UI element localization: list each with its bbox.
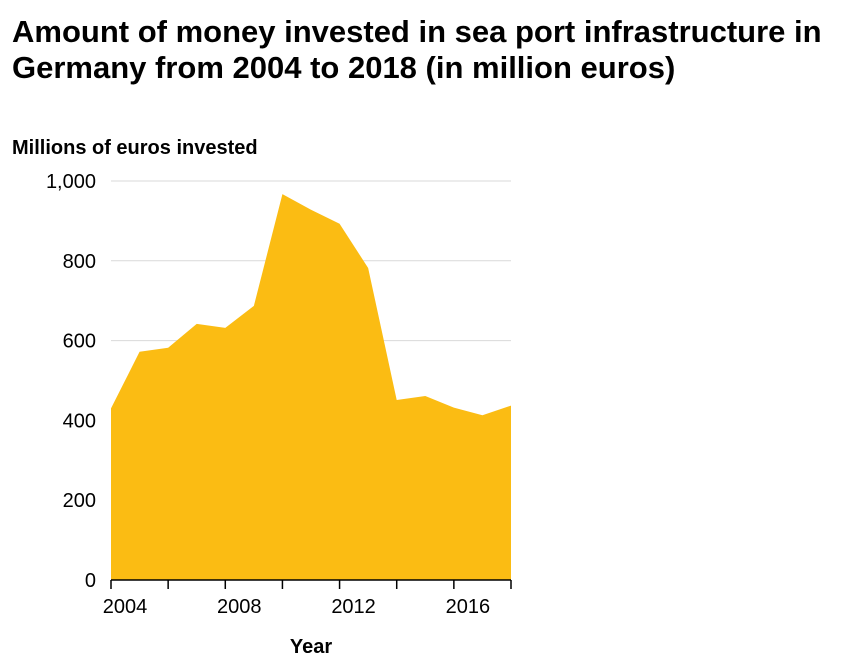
y-tick-label: 1,000 — [46, 171, 96, 193]
y-axis-ticks: 0 200 400 600 800 1,000 — [46, 171, 96, 592]
chart-title: Amount of money invested in sea port inf… — [12, 14, 822, 85]
area-fill — [111, 194, 511, 581]
y-tick-label: 0 — [85, 570, 96, 592]
y-tick-label: 200 — [63, 490, 96, 512]
x-axis-ticks: 2004 2008 2012 2016 — [103, 596, 490, 618]
x-axis — [110, 579, 512, 589]
y-tick-label: 800 — [63, 251, 96, 273]
x-axis-label: Year — [290, 636, 332, 658]
area-series — [111, 194, 511, 581]
y-tick-label: 600 — [63, 331, 96, 353]
y-axis-label: Millions of euros invested — [12, 137, 258, 159]
x-tick-label: 2004 — [103, 596, 148, 618]
x-tick-label: 2012 — [331, 596, 376, 618]
x-tick-label: 2016 — [446, 596, 491, 618]
y-tick-label: 400 — [63, 410, 96, 432]
x-tick-label: 2008 — [217, 596, 262, 618]
